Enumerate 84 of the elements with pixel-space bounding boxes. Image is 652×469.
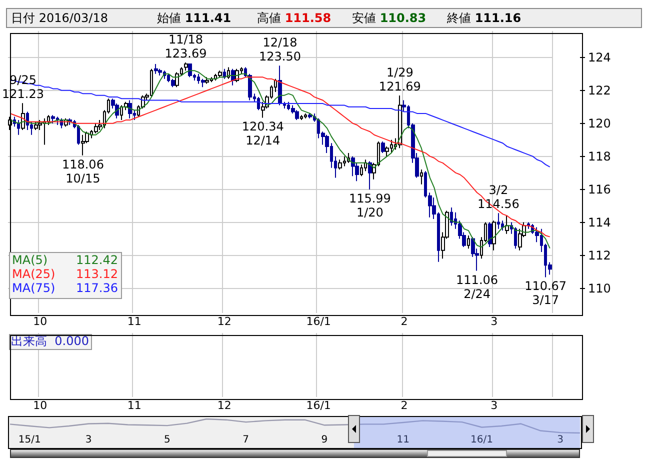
annotation: 110.67 3/17 (524, 279, 567, 308)
x-tick-label: 10 (33, 315, 48, 328)
candlestick (467, 234, 470, 250)
candlestick (505, 215, 509, 234)
annotation: 1/29 121.69 (378, 65, 421, 94)
category-label: 16/1 (306, 399, 331, 412)
candlestick (300, 114, 303, 121)
text: 出来高 0.000 (11, 334, 89, 348)
candlestick (184, 62, 188, 72)
x-tick-label: 5 (164, 434, 170, 446)
annotation: 118.06 10/15 (62, 157, 104, 186)
annotation: 113.12 (76, 267, 118, 281)
candlestick (188, 63, 192, 78)
x-tick-label: 7 (242, 434, 250, 446)
x-tick-label: 16/1 (470, 434, 493, 446)
text: 日付 2016/03/18 (11, 10, 108, 24)
text: 始値 111.41 (157, 10, 232, 24)
candlestick (420, 169, 423, 185)
candlestick (497, 212, 500, 230)
x-tick-label: 3 (557, 434, 564, 446)
candlestick (128, 100, 132, 119)
candlestick (351, 156, 355, 177)
x-tick-label: 15/1 (18, 434, 41, 446)
candlestick (364, 159, 367, 172)
candlestick (81, 134, 85, 156)
candlestick (514, 226, 517, 250)
candlestick (223, 68, 226, 80)
candlestick (492, 220, 496, 251)
text: MA(75) (12, 281, 56, 295)
x-tick-label: 12 (217, 315, 232, 328)
candlestick (17, 120, 20, 136)
candlestick (450, 206, 453, 226)
candlestick (308, 112, 312, 119)
candlestick (154, 63, 158, 74)
candlestick (488, 222, 492, 248)
text: 安値 110.83 (352, 10, 426, 24)
x-tick-label: 9 (321, 434, 328, 446)
x-tick-label: 16/1 (306, 315, 331, 328)
candlestick (368, 160, 372, 190)
candlestick (205, 76, 209, 84)
candlestick (257, 96, 260, 111)
candlestick (124, 101, 128, 111)
candlestick (381, 140, 385, 154)
text: 高値 111.58 (257, 10, 332, 24)
x-tick-label: 11 (127, 315, 142, 328)
candlestick (201, 78, 205, 88)
candlestick (120, 104, 123, 121)
candlestick (398, 94, 402, 149)
x-tick-label: 2 (400, 315, 408, 328)
y-tick-label: 124 (588, 50, 611, 64)
text: MA(25) (12, 267, 56, 281)
y-tick-label: 110 (588, 281, 611, 296)
x-tick-label: 11 (396, 434, 410, 446)
annotation: 12/18 123.50 (259, 36, 301, 64)
annotation: 120.34 12/14 (242, 120, 284, 148)
candlestick (218, 70, 222, 78)
annotation: 112.42 (76, 253, 118, 267)
y-tick-label: 112 (588, 248, 611, 262)
x-tick-label: 3 (85, 434, 92, 446)
candlestick (338, 159, 342, 170)
category-label: 3 (490, 399, 498, 412)
candlestick (278, 65, 282, 106)
candlestick (171, 78, 175, 88)
y-tick-label: 114 (588, 215, 611, 230)
category-label: 10 (33, 399, 48, 412)
candlestick (51, 114, 55, 124)
y-tick-label: 120 (588, 116, 611, 130)
y-tick-label: 118 (588, 149, 611, 164)
annotation: 117.36 (76, 281, 118, 295)
annotation: 111.06 2/24 (456, 272, 498, 301)
y-tick-label: 122 (588, 83, 611, 98)
candlestick (34, 121, 38, 130)
annotation: 11/18 123.69 (164, 32, 207, 60)
candlestick (304, 112, 307, 119)
category-label: 11 (127, 399, 142, 412)
annotation: 115.99 1/20 (348, 191, 391, 220)
category-label: 2 (400, 399, 408, 412)
candlestick (94, 122, 98, 134)
candlestick (158, 68, 162, 76)
text: 終値 111.16 (447, 10, 522, 24)
category-label: 12 (217, 399, 232, 412)
x-tick-label: 3 (490, 315, 498, 328)
y-tick-label: 116 (588, 182, 611, 196)
text: MA(5) (12, 253, 48, 267)
